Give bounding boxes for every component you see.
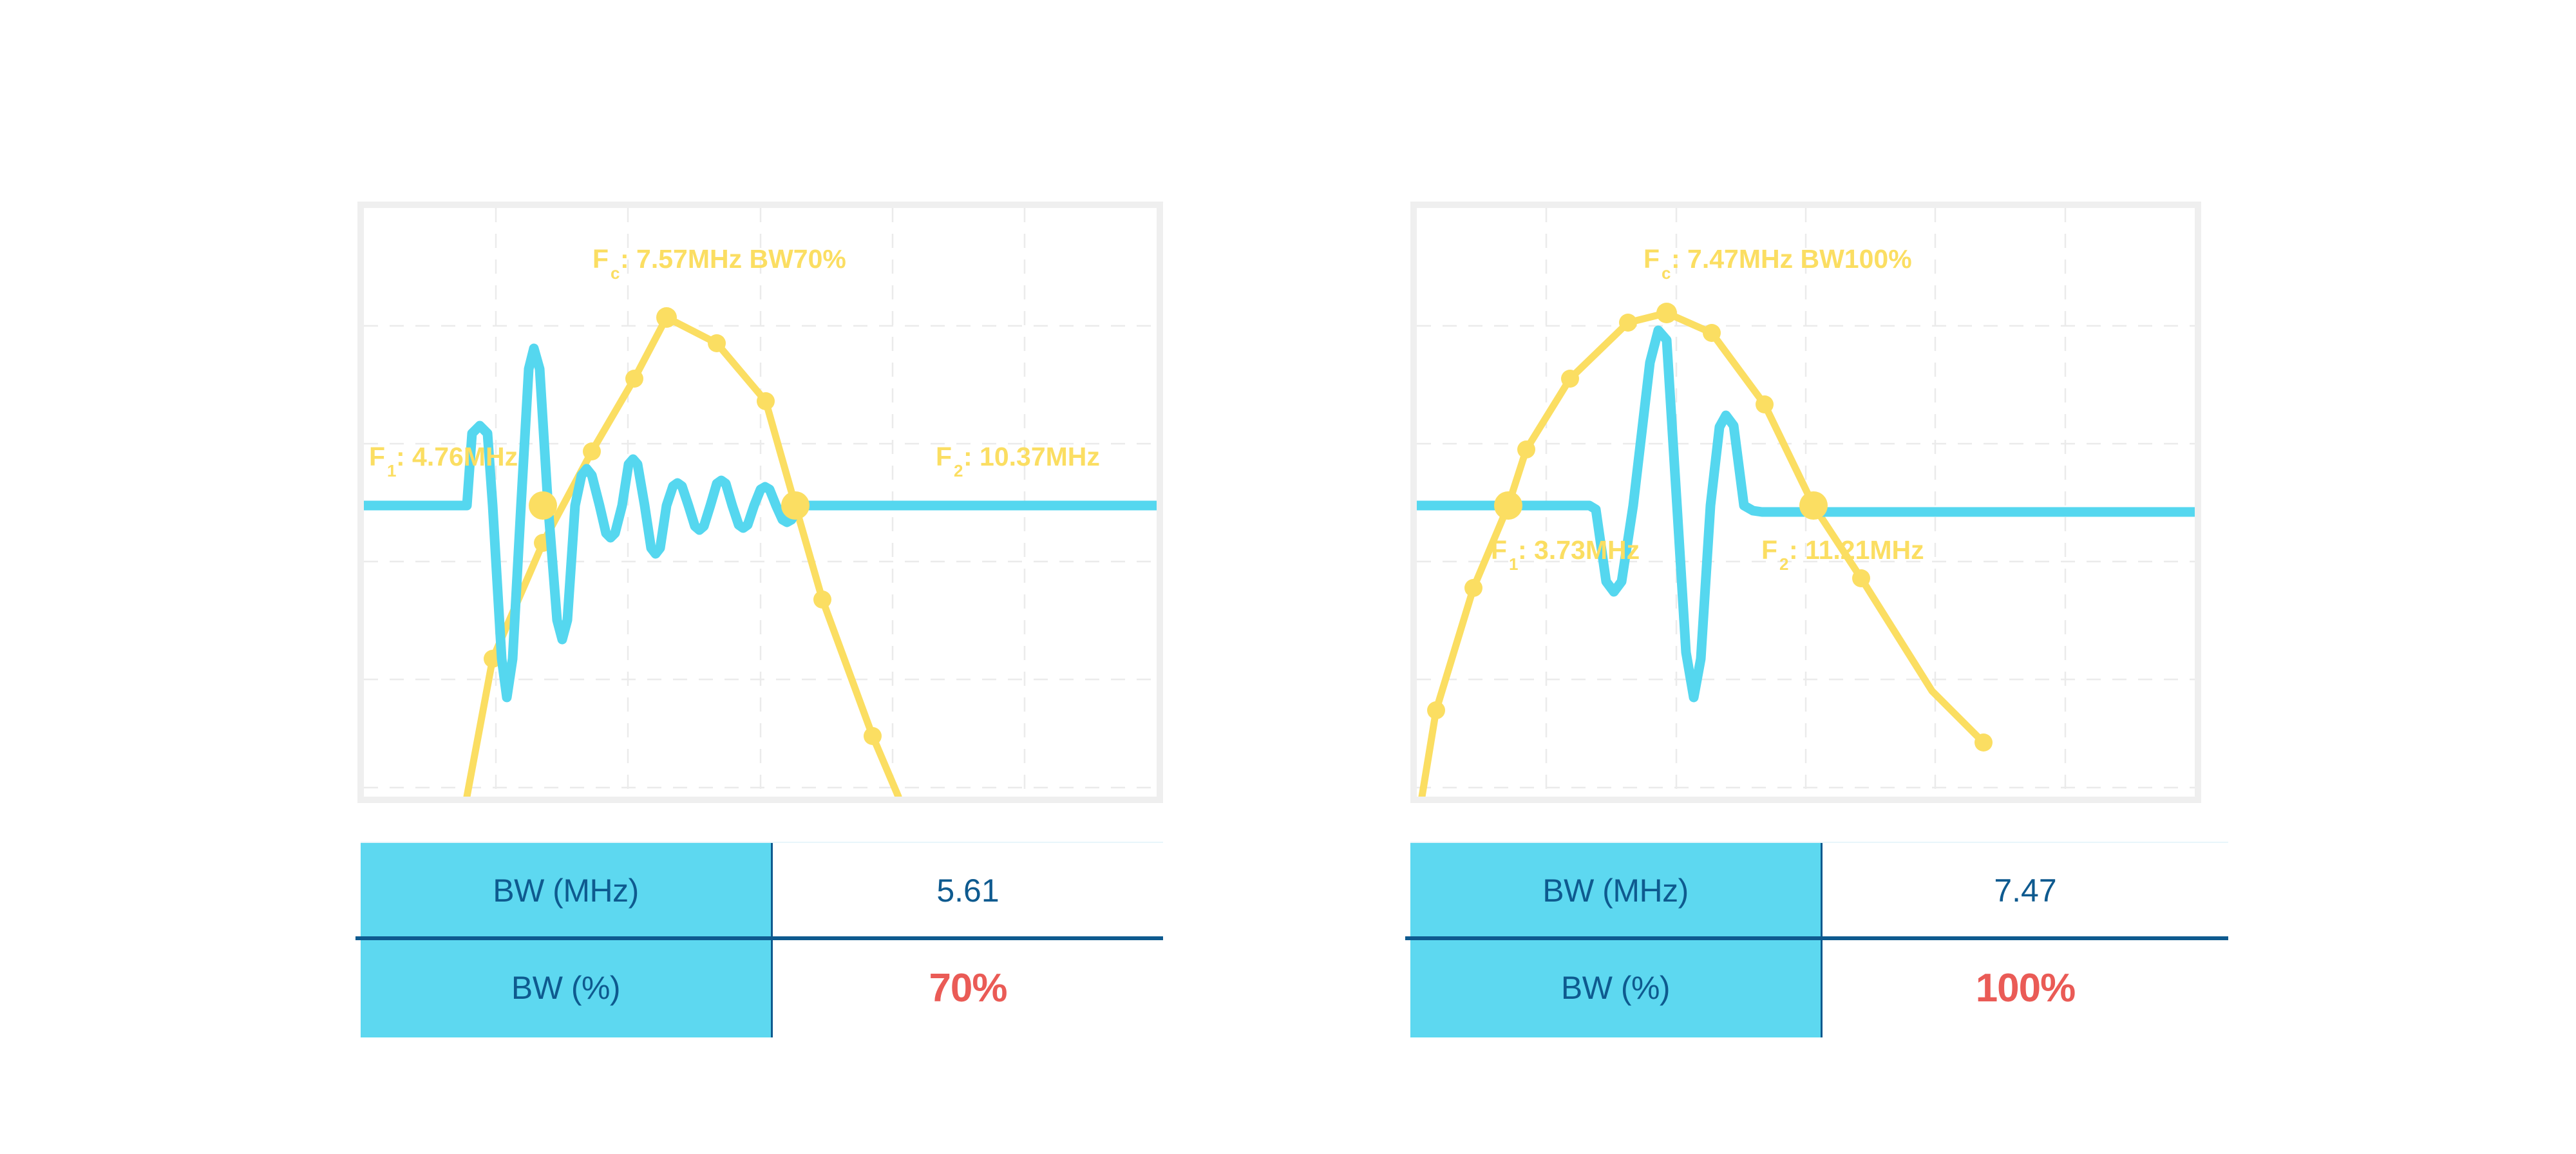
svg-text:F: F: [1643, 244, 1660, 274]
spectrum-curve-left: [463, 314, 902, 797]
rf-pulse-trace-left: [364, 343, 1157, 703]
marker-f2-left: [781, 491, 810, 520]
annotation-f1-left-text: : 4.76MHz: [396, 442, 518, 471]
svg-text:1: 1: [387, 461, 396, 480]
annotation-fc-left-text: : 7.57MHz BW70%: [620, 244, 846, 274]
bw-pct-label: BW (%): [1410, 938, 1823, 1037]
annotation-f2-left-text: : 10.37MHz: [963, 442, 1100, 471]
spectrum-markers-right: [1427, 303, 1993, 752]
annotation-f1-left: F 1 : 4.76MHz: [369, 442, 518, 480]
svg-text:F: F: [592, 244, 609, 274]
table-row: BW (%) 70%: [361, 938, 1163, 1037]
bw-mhz-value-cell: 7.47: [1823, 843, 2228, 938]
plot-area-left: F c : 7.57MHz BW70% F 1 : 4.76MHz F 2 : …: [364, 208, 1157, 797]
bw-table-right: BW (MHz) 7.47 BW (%) 100%: [1405, 842, 2228, 1037]
annotation-f2-right-text: : 11.21MHz: [1789, 535, 1924, 565]
marker-f2-right: [1799, 491, 1828, 520]
bw-pct-value-cell: 100%: [1823, 938, 2228, 1037]
svg-text:2: 2: [954, 461, 963, 480]
table-row: BW (MHz) 5.61: [361, 842, 1163, 938]
svg-text:1: 1: [1509, 554, 1518, 574]
chart-svg-right: F c : 7.47MHz BW100% F 1 : 3.73MHz F 2 :…: [1417, 208, 2195, 797]
bw-pct-value-cell: 70%: [773, 938, 1163, 1037]
bw-mhz-label: BW (MHz): [1410, 843, 1823, 938]
plot-area-right: F c : 7.47MHz BW100% F 1 : 3.73MHz F 2 :…: [1417, 208, 2195, 797]
chart-panel-right: F c : 7.47MHz BW100% F 1 : 3.73MHz F 2 :…: [1410, 202, 2201, 803]
crossing-markers-left: [529, 491, 810, 520]
bw-pct-value: 70%: [929, 965, 1007, 1010]
table-row: BW (MHz) 7.47: [1410, 842, 2228, 938]
svg-text:F: F: [1761, 535, 1777, 565]
table-row: BW (%) 100%: [1410, 938, 2228, 1037]
svg-text:F: F: [936, 442, 952, 471]
bw-mhz-label: BW (MHz): [361, 843, 773, 938]
rf-pulse-trace-right: [1417, 325, 2195, 703]
spectrum-curve-right: [1418, 309, 1987, 797]
bw-mhz-value: 5.61: [936, 873, 999, 909]
chart-panel-left: F c : 7.57MHz BW70% F 1 : 4.76MHz F 2 : …: [357, 202, 1163, 803]
annotation-fc-right: F c : 7.47MHz BW100%: [1643, 244, 1912, 283]
svg-text:F: F: [369, 442, 385, 471]
bw-mhz-value: 7.47: [1994, 873, 2057, 909]
crossing-markers-right: [1494, 491, 1828, 520]
svg-text:c: c: [611, 263, 620, 283]
annotation-f2-left: F 2 : 10.37MHz: [936, 442, 1100, 480]
table-divider-rule-right: [1405, 936, 2228, 940]
annotation-fc-right-text: : 7.47MHz BW100%: [1671, 244, 1912, 274]
bw-pct-label: BW (%): [361, 938, 773, 1037]
marker-f1-right: [1494, 491, 1522, 520]
svg-text:2: 2: [1779, 554, 1788, 574]
chart-svg-left: F c : 7.57MHz BW70% F 1 : 4.76MHz F 2 : …: [364, 208, 1157, 797]
marker-f1-left: [529, 491, 557, 520]
bw-table-left: BW (MHz) 5.61 BW (%) 70%: [355, 842, 1163, 1037]
annotation-f1-right: F 1 : 3.73MHz: [1491, 535, 1640, 574]
svg-text:F: F: [1491, 535, 1507, 565]
svg-text:c: c: [1662, 263, 1671, 283]
annotation-f2-right: F 2 : 11.21MHz: [1761, 535, 1924, 574]
table-divider-rule-left: [355, 936, 1163, 940]
annotation-f1-right-text: : 3.73MHz: [1518, 535, 1640, 565]
bw-pct-value: 100%: [1975, 965, 2076, 1010]
bw-mhz-value-cell: 5.61: [773, 843, 1163, 938]
annotation-fc-left: F c : 7.57MHz BW70%: [592, 244, 846, 283]
